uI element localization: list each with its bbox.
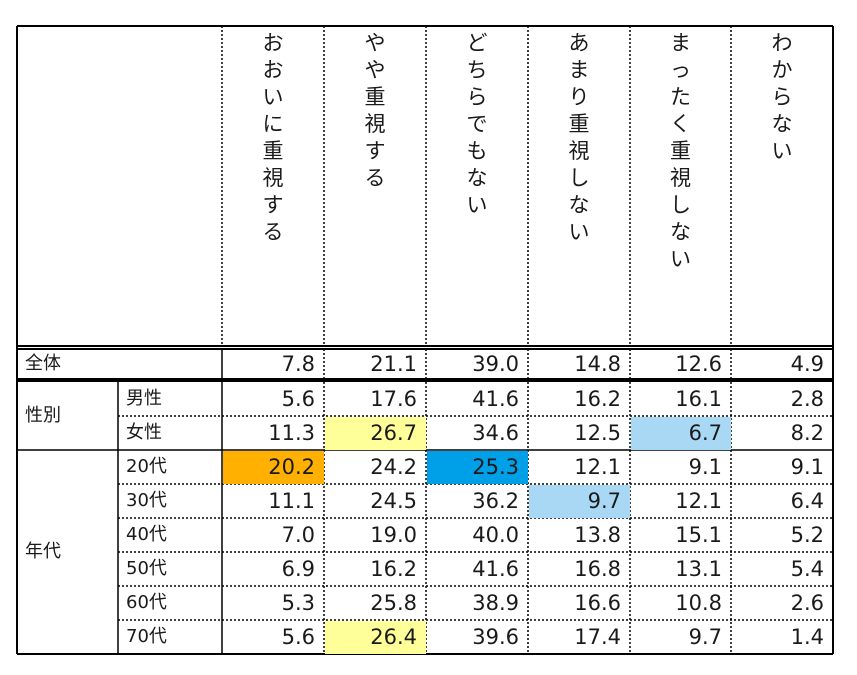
data-cell: 10.8 — [675, 591, 722, 615]
group-label: 全体 — [25, 353, 61, 374]
data-cell: 5.2 — [790, 523, 824, 547]
data-cell: 26.4 — [325, 621, 426, 654]
data-cell: 9.7 — [529, 485, 630, 518]
data-cell: 11.3 — [268, 421, 315, 445]
data-cell: 9.7 — [688, 625, 722, 649]
data-cell: 17.6 — [370, 387, 417, 411]
data-cell: 40.0 — [472, 523, 519, 547]
data-cell: 16.6 — [574, 591, 621, 615]
data-cell: 16.1 — [675, 387, 722, 411]
data-cell: 9.1 — [688, 455, 722, 479]
data-cell: 5.6 — [281, 625, 315, 649]
data-cell: 5.3 — [281, 591, 315, 615]
row-label: 40代 — [126, 524, 167, 545]
data-cell: 36.2 — [472, 489, 519, 513]
row-label: 20代 — [126, 456, 167, 477]
row-label: 60代 — [126, 592, 167, 613]
column-header: どちらでもない — [466, 31, 488, 217]
data-cell: 12.5 — [574, 421, 621, 445]
data-cell: 6.9 — [281, 557, 315, 581]
data-cell: 15.1 — [675, 523, 722, 547]
data-cell: 12.1 — [574, 455, 621, 479]
group-label: 性別 — [25, 405, 61, 426]
data-cell: 41.6 — [472, 557, 519, 581]
data-cell: 16.2 — [574, 387, 621, 411]
data-cell: 8.2 — [790, 421, 824, 445]
data-cell: 7.0 — [281, 523, 315, 547]
data-cell: 2.6 — [790, 591, 824, 615]
group-label: 年代 — [25, 541, 61, 562]
data-cell: 39.0 — [472, 352, 519, 376]
data-cell: 6.7 — [631, 417, 731, 450]
column-header: やや重視する — [364, 31, 386, 190]
data-cell: 5.4 — [790, 557, 824, 581]
data-cell: 13.1 — [675, 557, 722, 581]
data-cell: 9.1 — [790, 455, 824, 479]
column-header: あまり重視しない — [568, 31, 590, 244]
data-cell: 12.6 — [675, 352, 722, 376]
data-cell: 39.6 — [472, 625, 519, 649]
row-label: 50代 — [126, 558, 167, 579]
data-cell: 20.2 — [223, 451, 324, 484]
data-cell: 6.4 — [790, 489, 824, 513]
data-cell: 5.6 — [281, 387, 315, 411]
data-cell: 16.2 — [370, 557, 417, 581]
data-cell: 11.1 — [268, 489, 315, 513]
row-label: 30代 — [126, 490, 167, 511]
data-cell: 19.0 — [370, 523, 417, 547]
row-label: 男性 — [126, 388, 162, 409]
data-cell: 24.5 — [370, 489, 417, 513]
data-cell: 24.2 — [370, 455, 417, 479]
row-label: 女性 — [126, 422, 162, 443]
column-header: まったく重視しない — [670, 31, 691, 271]
data-cell: 4.9 — [790, 352, 824, 376]
data-cell: 38.9 — [472, 591, 519, 615]
data-cell: 17.4 — [574, 625, 621, 649]
data-cell: 26.7 — [325, 417, 426, 450]
column-header: わからない — [771, 31, 793, 163]
data-cell: 21.1 — [370, 352, 417, 376]
data-cell: 25.3 — [427, 451, 528, 484]
data-cell: 2.8 — [790, 387, 824, 411]
data-cell: 16.8 — [574, 557, 621, 581]
data-cell: 13.8 — [574, 523, 621, 547]
row-label: 70代 — [126, 626, 167, 647]
data-cell: 7.8 — [281, 352, 315, 376]
data-cell: 1.4 — [790, 625, 824, 649]
data-cell: 34.6 — [472, 421, 519, 445]
data-cell: 14.8 — [574, 352, 621, 376]
data-cell: 25.8 — [370, 591, 417, 615]
data-cell: 12.1 — [675, 489, 722, 513]
data-cell: 41.6 — [472, 387, 519, 411]
column-header: おおいに重視する — [262, 31, 284, 244]
